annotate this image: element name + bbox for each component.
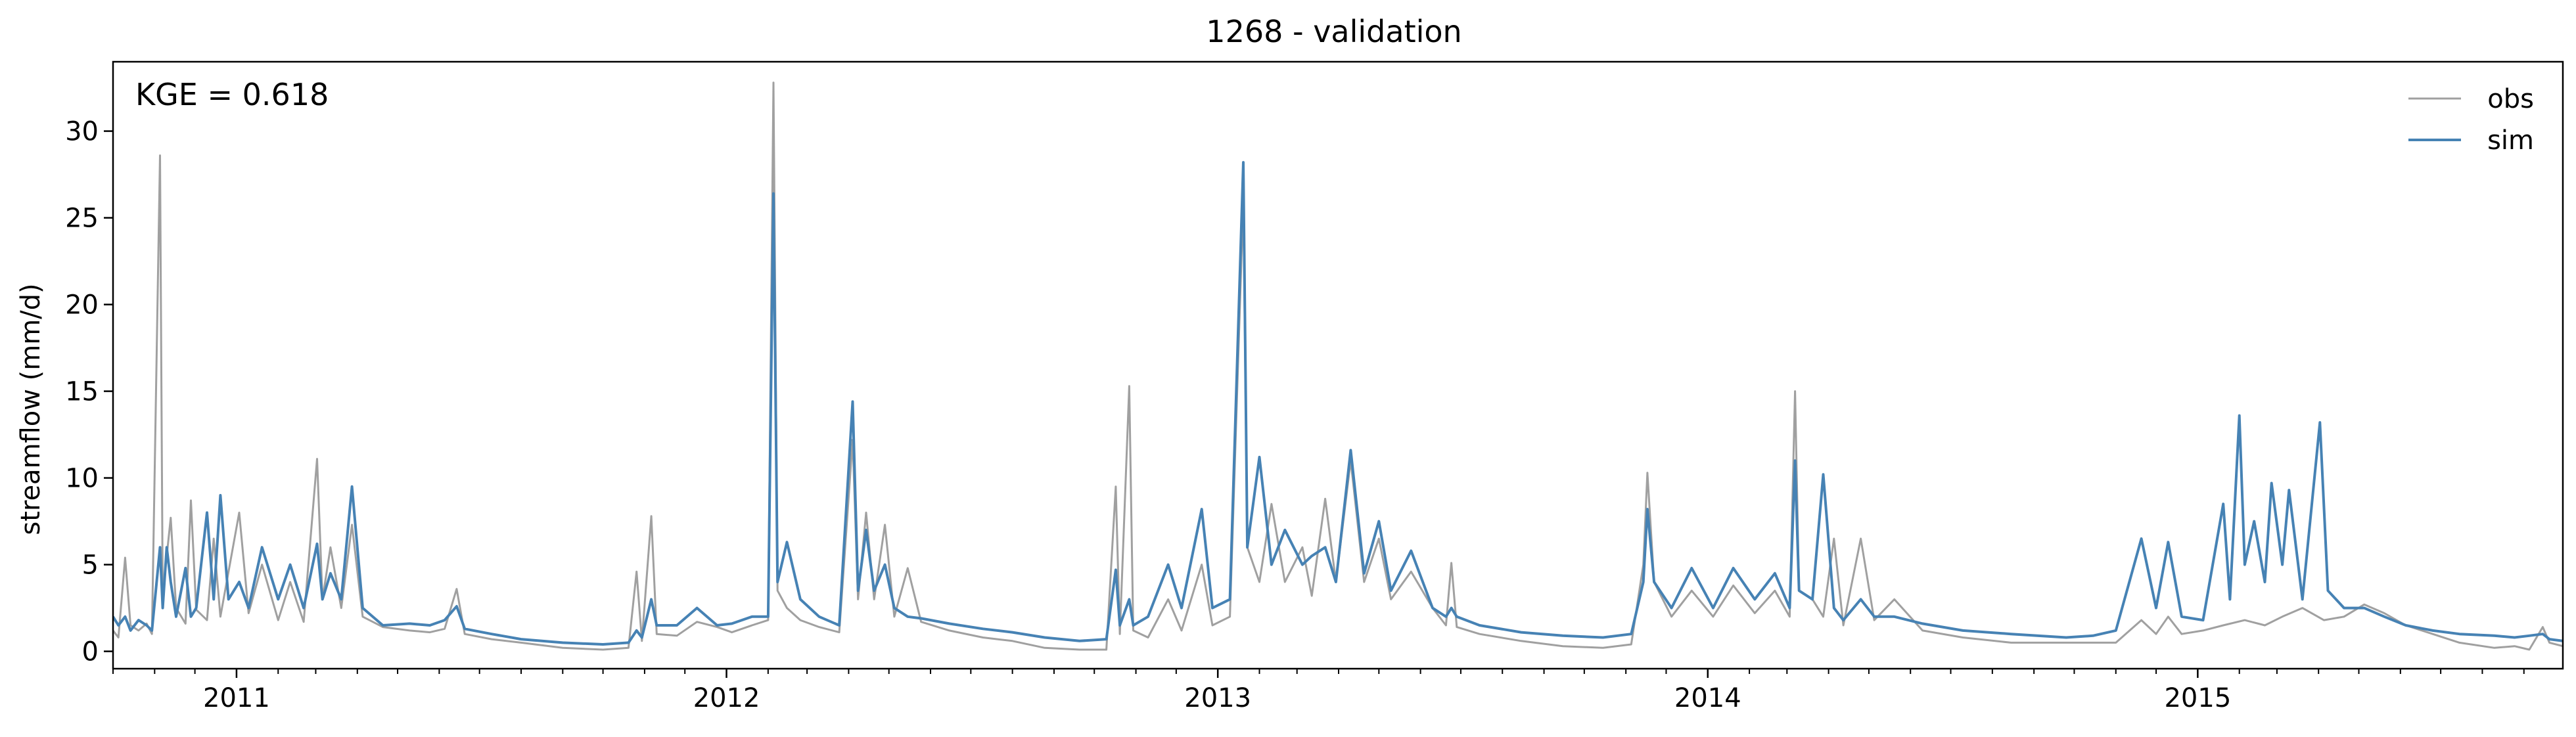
- y-tick-label: 20: [65, 290, 99, 321]
- y-axis: 0 5 10 15 20 25 30: [65, 117, 113, 667]
- legend-label-sim: sim: [2487, 125, 2534, 156]
- y-tick-label: 30: [65, 117, 99, 147]
- y-axis-label: streamflow (mm/d): [16, 283, 46, 535]
- y-tick-label: 10: [65, 464, 99, 494]
- x-tick-label: 2012: [693, 683, 760, 713]
- x-tick-label: 2011: [203, 683, 270, 713]
- x-axis: 2011 2012 2013 2014 2015: [112, 669, 2525, 713]
- x-tick-label: 2015: [2164, 683, 2231, 713]
- plot-frame: [112, 60, 2564, 670]
- y-tick-label: 15: [65, 377, 99, 407]
- x-tick-label: 2013: [1184, 683, 1251, 713]
- legend: obs sim: [2408, 84, 2534, 156]
- kge-annotation: KGE = 0.618: [135, 77, 329, 112]
- y-tick-label: 0: [82, 637, 99, 667]
- chart-title: 1268 - validation: [1206, 14, 1461, 49]
- x-tick-label: 2014: [1674, 683, 1741, 713]
- series-line-sim: [113, 161, 2563, 646]
- y-tick-label: 5: [82, 550, 99, 581]
- legend-label-obs: obs: [2487, 84, 2534, 114]
- y-tick-label: 25: [65, 204, 99, 234]
